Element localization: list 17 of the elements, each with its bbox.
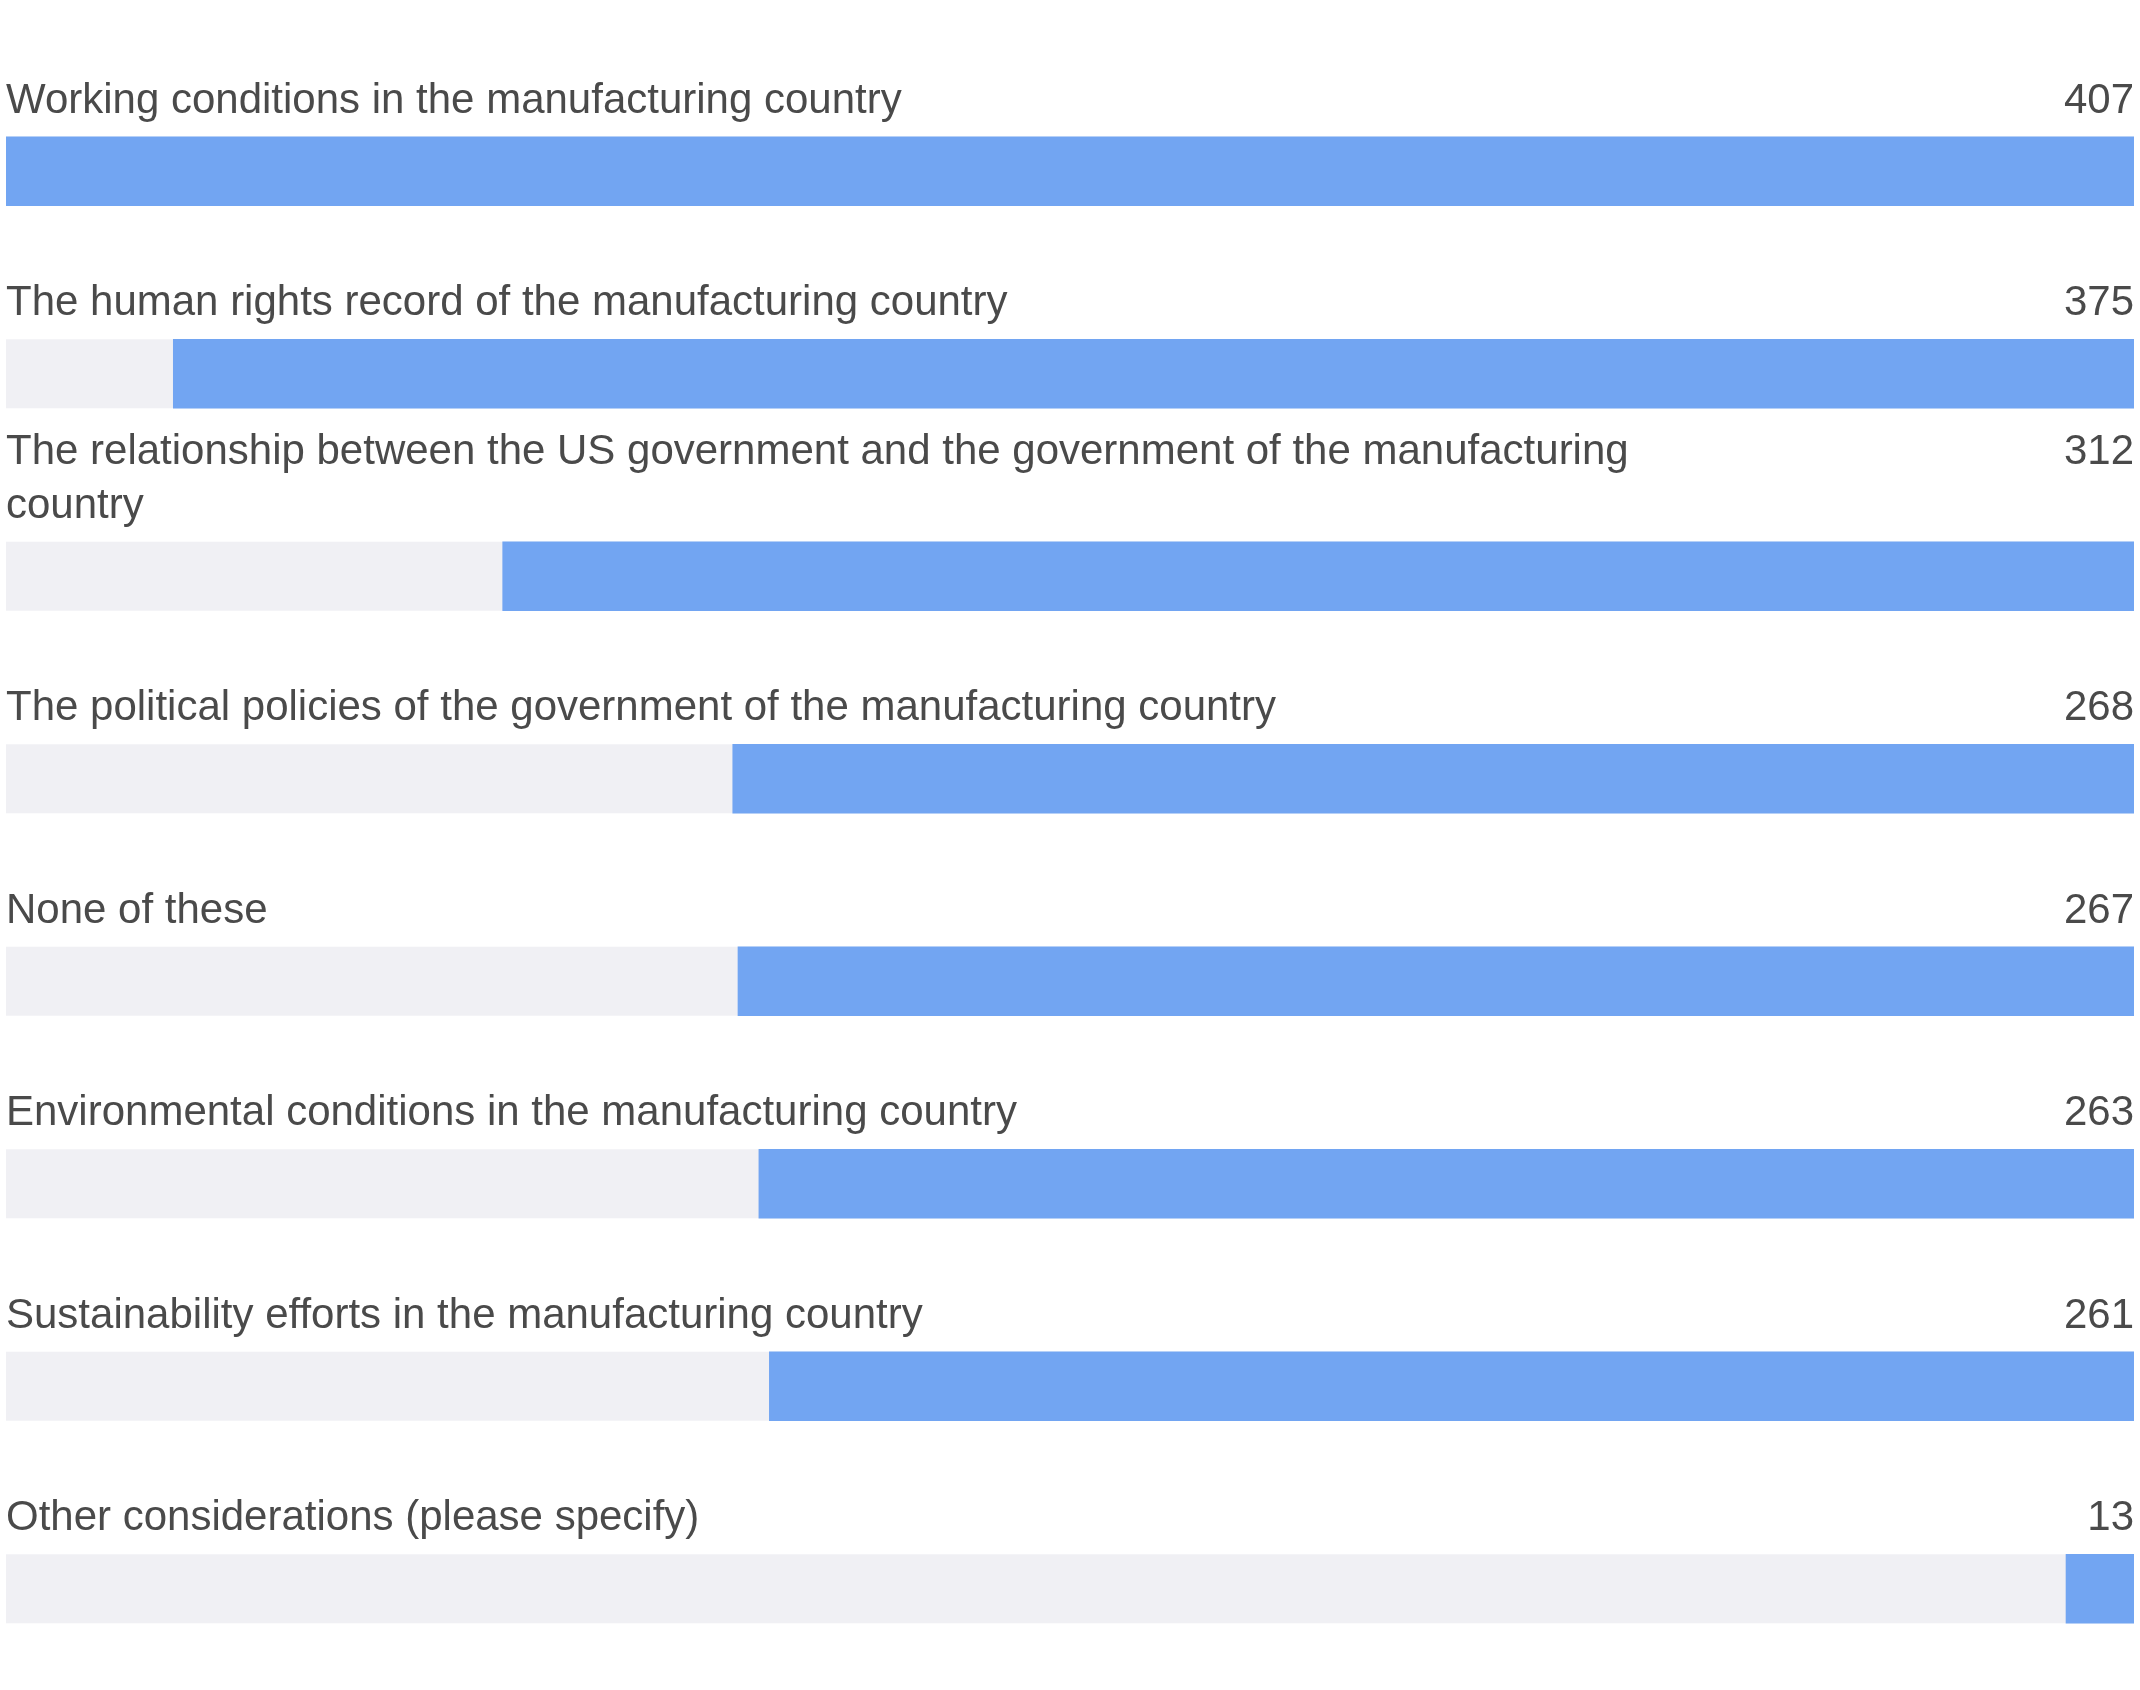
y-tick-label: Sustainability efforts in the manufacturing country [6,1289,923,1337]
data-label: 312 [2063,425,2134,473]
y-tick-label: The political policies of the government of the manufacturing country [6,682,1277,730]
data-label: 407 [2063,74,2134,122]
data-label: 261 [2063,1289,2134,1337]
bar [2065,1553,2134,1624]
y-tick-label: None of these [6,884,268,932]
y-tick-label: Environmental conditions in the manufacturing country [6,1087,1017,1135]
y-tick-label: Other considerations (please specify) [6,1492,700,1540]
data-label: 13 [2087,1492,2134,1540]
y-tick-label: Working conditions in the manufacturing country [6,74,902,122]
data-label: 268 [2063,682,2134,730]
data-label: 375 [2063,277,2134,325]
data-label: 267 [2063,884,2134,932]
y-tick-label: The relationship between the US government and the government of the manufacturing country [6,425,1629,527]
data-label: 263 [2063,1087,2134,1135]
y-tick-label: The human rights record of the manufacturing country [6,277,1008,325]
